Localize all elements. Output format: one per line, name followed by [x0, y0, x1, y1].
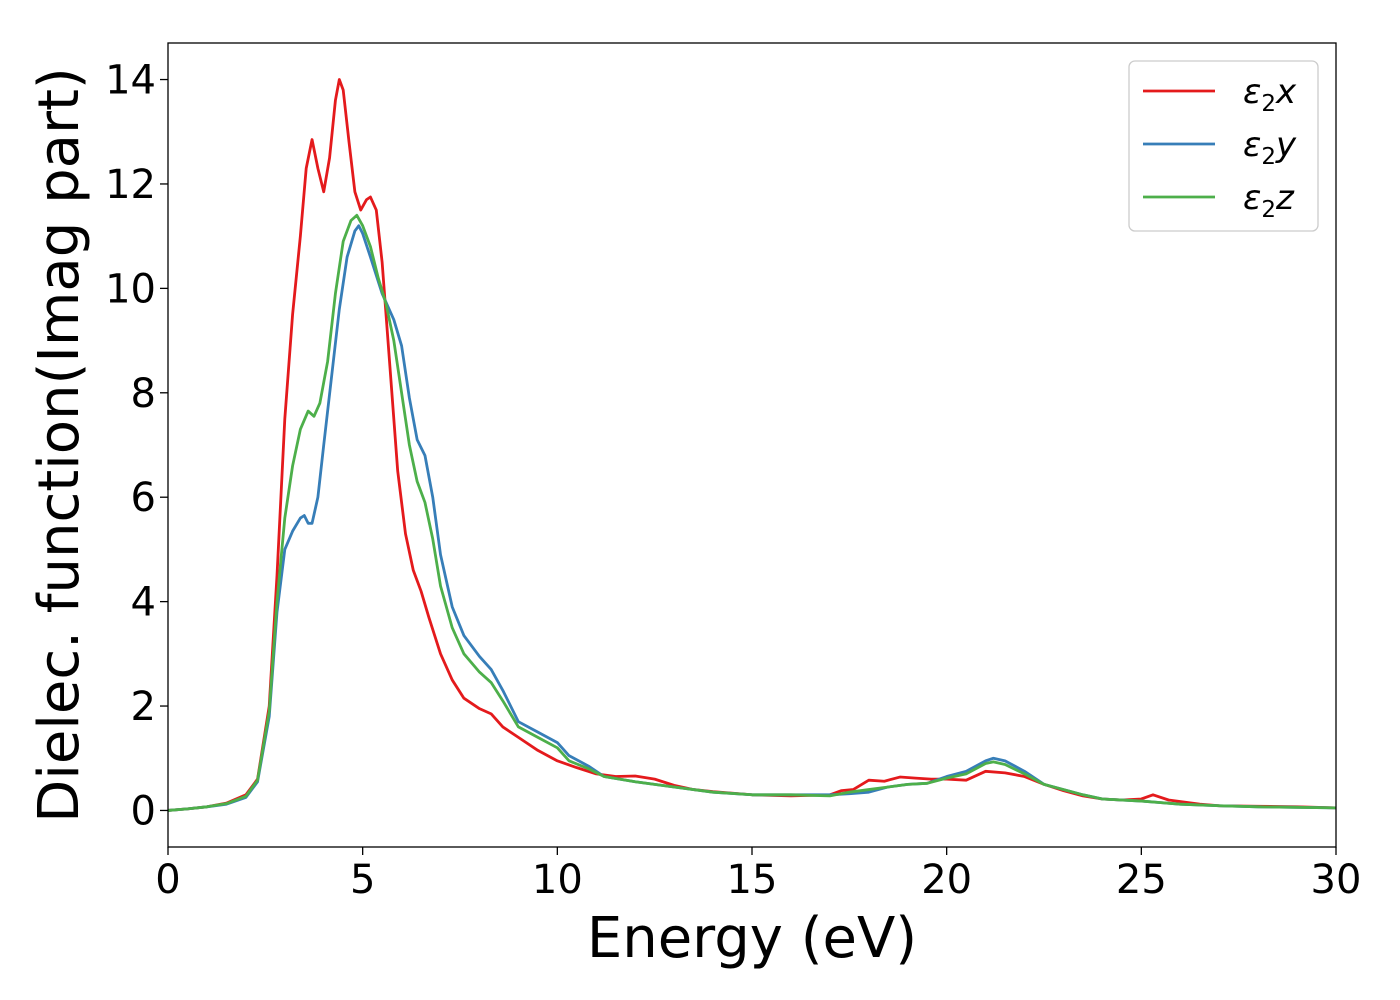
y-tick-label: 0 — [131, 788, 156, 834]
y-tick-label: 6 — [131, 475, 156, 521]
y-tick-label: 2 — [131, 684, 156, 730]
y-tick-label: 10 — [105, 266, 156, 312]
x-tick-label: 5 — [350, 857, 375, 903]
series-layer — [168, 78, 1336, 812]
x-tick-label: 25 — [1116, 857, 1167, 903]
x-tick-label: 30 — [1311, 857, 1362, 903]
x-axis-ticks: 0 5 10 15 20 25 30 — [155, 847, 1361, 903]
plot-area — [167, 42, 1337, 848]
y-tick-label: 8 — [131, 371, 156, 417]
y-tick-label: 4 — [131, 580, 156, 626]
y-tick-label: 14 — [105, 58, 156, 104]
x-tick-label: 15 — [727, 857, 778, 903]
series-line-z — [168, 213, 1336, 812]
legend-label-y: ε2y — [1243, 125, 1297, 170]
x-tick-label: 10 — [532, 857, 583, 903]
y-tick-label: 12 — [105, 162, 156, 208]
y-axis-ticks: 0 2 4 6 8 10 12 14 — [105, 58, 168, 834]
x-tick-label: 20 — [921, 857, 972, 903]
series-line-x — [168, 78, 1336, 812]
x-axis-label: Energy (eV) — [587, 906, 917, 971]
x-tick-label: 0 — [155, 857, 180, 903]
legend: ε2x ε2y ε2z — [1128, 60, 1319, 232]
y-axis-label: Dielec. function(Imag part) — [27, 67, 92, 823]
legend-label-z: ε2z — [1243, 178, 1295, 223]
series-line-y — [168, 224, 1336, 812]
legend-label-x: ε2x — [1243, 72, 1297, 117]
legend-box — [1128, 60, 1319, 232]
